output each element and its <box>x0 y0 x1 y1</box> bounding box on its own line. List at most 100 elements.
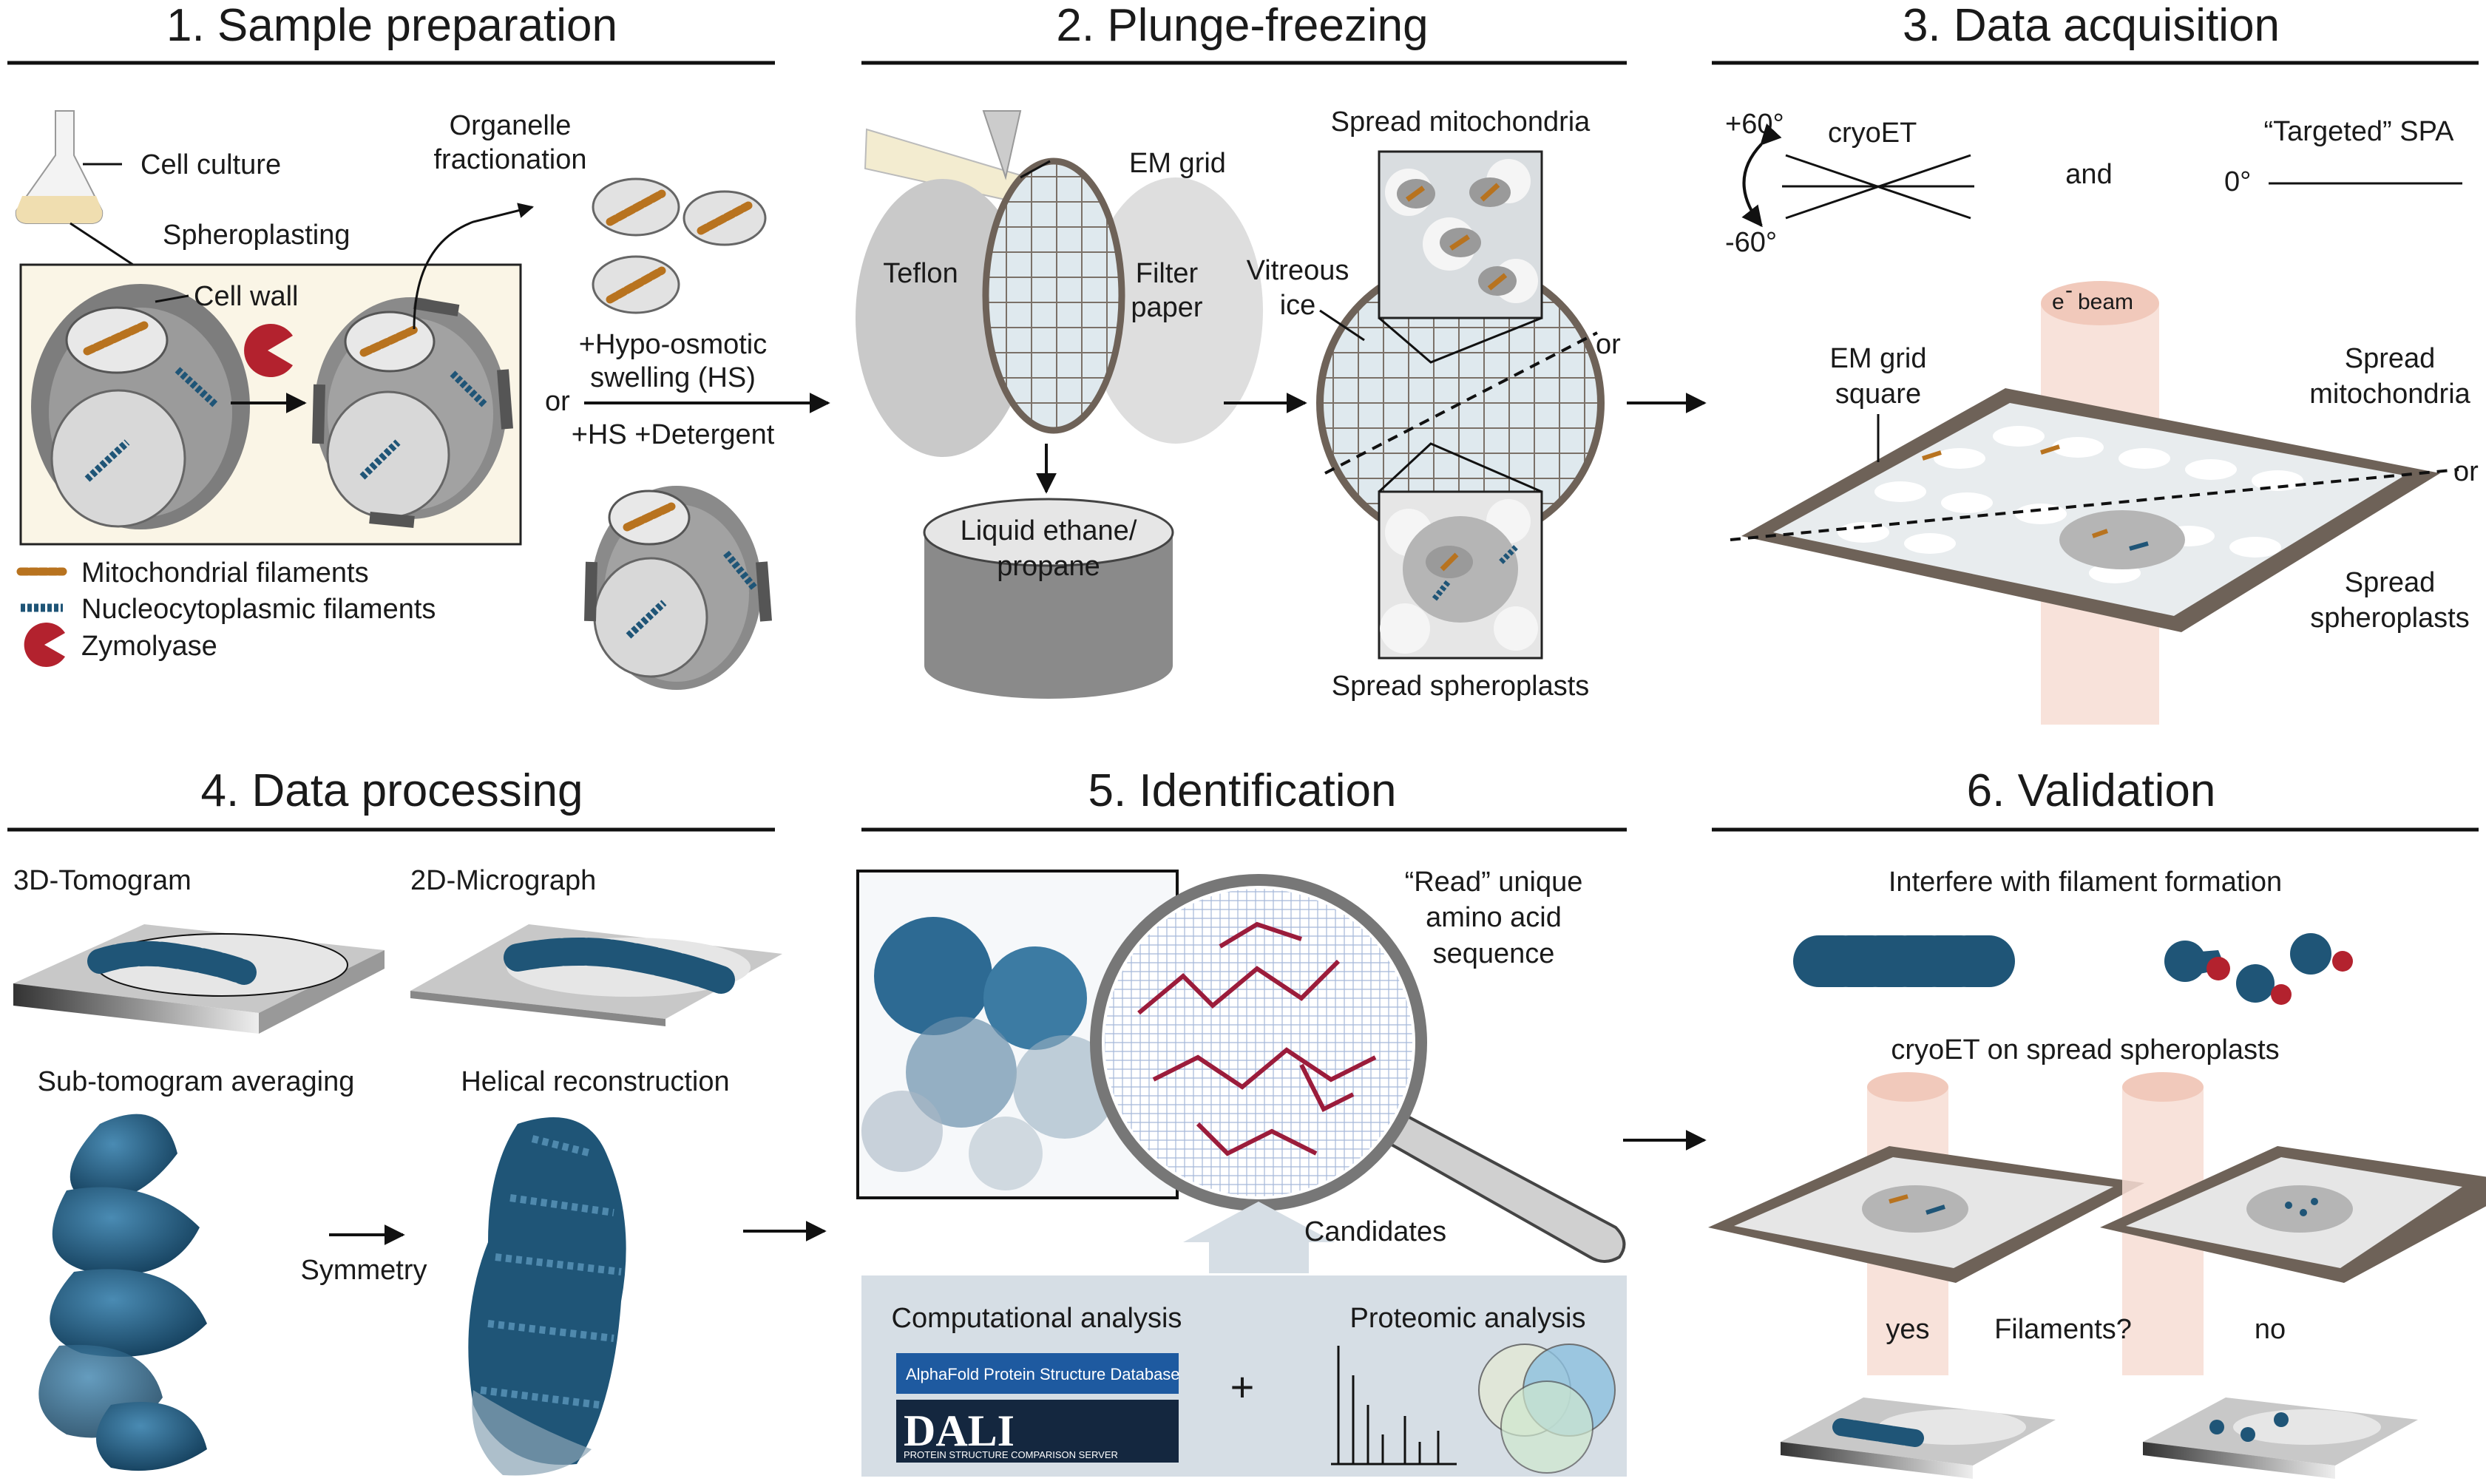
leader-line <box>155 294 189 303</box>
tomogram-with-filament <box>1781 1397 2056 1479</box>
micrograph-slab <box>410 924 782 1026</box>
leader-line <box>1020 160 1051 179</box>
spread-sphero-label: Spread <box>2345 567 2436 598</box>
legend: Mitochondrial filaments Nucleocytoplasmi… <box>16 558 436 668</box>
helical-reconstruction-map <box>468 1117 626 1476</box>
dali-text: DALI <box>904 1406 1015 1455</box>
panel-title: 5. Identification <box>1088 765 1396 816</box>
zoom-lines <box>1378 316 1542 364</box>
legend-zymolyase-icon <box>24 623 65 668</box>
spread-sphero-label: Spread spheroplasts <box>1332 671 1590 702</box>
tomogram-slab <box>13 924 385 1034</box>
micrograph-label: 2D-Micrograph <box>410 865 596 896</box>
legend-mito: Mitochondrial filaments <box>81 558 369 589</box>
candidates-arrow <box>1183 1202 1335 1273</box>
panel-data-acquisition: 3. Data acquisition +60° -60° cryoET and… <box>1627 0 2479 725</box>
teflon-label: Teflon <box>883 258 958 289</box>
divider-dashed <box>1324 331 1598 475</box>
yes-label: yes <box>1886 1314 1929 1345</box>
divider-dashed <box>1730 468 2459 541</box>
spread-sphero-label-2: spheroplasts <box>2310 603 2469 634</box>
spread-mito-label: Spread mitochondria <box>1331 106 1591 138</box>
panel-title: 2. Plunge-freezing <box>1056 0 1428 51</box>
helical-label: Helical reconstruction <box>461 1066 729 1097</box>
venn-diagram-icon <box>1478 1344 1616 1474</box>
legend-zymolyase: Zymolyase <box>81 631 217 662</box>
tomogram-label: 3D-Tomogram <box>13 865 192 896</box>
and-label: and <box>2065 159 2112 190</box>
panel-title: 3. Data acquisition <box>1903 0 2280 51</box>
or-label: or <box>1596 329 1621 360</box>
filter-label: Filter <box>1136 258 1199 289</box>
density-map <box>861 917 1117 1190</box>
ice-label: ice <box>1280 290 1316 321</box>
spheroplast <box>312 297 513 528</box>
yeast-cell <box>31 284 250 529</box>
panel-data-processing: 4. Data processing 3D-Tomogram 2D-Microg… <box>7 765 827 1476</box>
leader-line <box>70 222 134 266</box>
teflon-pad <box>856 179 1030 457</box>
zoom-spread-mitochondria <box>1378 150 1543 319</box>
hypo-osmotic-label: +Hypo-osmotic <box>579 329 767 360</box>
amino-acid-label: amino acid <box>1426 902 1562 933</box>
alphafold-text: AlphaFold Protein Structure Database <box>906 1365 1180 1383</box>
tomogram-without-filament <box>2143 1397 2418 1479</box>
spread-mito-label-2: mitochondria <box>2309 379 2470 410</box>
tilt-arrow <box>1741 123 1782 228</box>
candidates-label: Candidates <box>1304 1216 1446 1247</box>
interfere-label: Interfere with filament formation <box>1889 867 2282 898</box>
ethane-label: Liquid ethane/ <box>961 515 1137 546</box>
plus-sign: + <box>1230 1363 1255 1410</box>
grid-square-with-filaments <box>1708 1072 2144 1375</box>
fractionation-label: fractionation <box>433 144 586 175</box>
computational-label: Computational analysis <box>892 1303 1182 1334</box>
organelle-label: Organelle <box>450 110 572 141</box>
em-grid <box>982 157 1125 434</box>
cell-culture-label: Cell culture <box>140 149 281 180</box>
filaments-question-label: Filaments? <box>1994 1314 2132 1345</box>
em-grid-square <box>1741 388 2440 632</box>
paper-label: paper <box>1131 292 1203 323</box>
minus60-label: -60° <box>1725 227 1777 258</box>
swelling-label: swelling (HS) <box>590 362 756 393</box>
fractionation-arrow <box>413 203 535 330</box>
panel-title: 1. Sample preparation <box>166 0 617 51</box>
cryoet-label: cryoET <box>1828 118 1917 149</box>
isolated-mitochondria <box>592 177 767 314</box>
dali-subtext: PROTEIN STRUCTURE COMPARISON SERVER <box>904 1449 1118 1460</box>
tweezer-tip-icon <box>982 110 1022 180</box>
proteomic-label: Proteomic analysis <box>1350 1303 1586 1334</box>
filament-disrupted-icon <box>2164 933 2353 1005</box>
targeted-spa-label: “Targeted” SPA <box>2264 116 2455 147</box>
no-label: no <box>2255 1314 2286 1345</box>
or-label: or <box>2453 456 2479 487</box>
beam-top <box>2041 281 2159 325</box>
vitreous-label: Vitreous <box>1247 255 1349 286</box>
symmetry-label: Symmetry <box>301 1255 427 1286</box>
spheroplasting-label: Spheroplasting <box>163 220 350 251</box>
zoom-lines <box>1378 442 1542 493</box>
propane-label: propane <box>997 551 1100 582</box>
subtomo-label: Sub-tomogram averaging <box>38 1066 355 1097</box>
panel-validation: 6. Validation Interfere with filament fo… <box>1623 765 2486 1479</box>
e-superscript: - <box>2065 278 2073 302</box>
plus60-label: +60° <box>1725 109 1784 140</box>
flask-icon <box>15 110 104 224</box>
grid-square-label: EM grid <box>1830 343 1927 374</box>
em-grid-label: EM grid <box>1129 148 1226 179</box>
read-unique-label: “Read” unique <box>1405 867 1583 898</box>
cell-wall-label: Cell wall <box>194 281 298 312</box>
mass-spec-spectrum-icon <box>1331 1346 1457 1466</box>
swollen-spheroplast <box>584 486 772 690</box>
zoom-spread-spheroplasts <box>1378 490 1543 660</box>
subtomogram-average-map <box>38 1114 207 1471</box>
magnifier-icon <box>1090 874 1626 1263</box>
leader-line <box>1319 309 1365 342</box>
spread-mito-label: Spread <box>2345 343 2436 374</box>
panel-title: 4. Data processing <box>201 765 583 816</box>
panel-sample-preparation: 1. Sample preparation Cell culture Spher… <box>7 0 830 690</box>
e-symbol: e <box>2052 290 2065 314</box>
hs-detergent-label: +HS +Detergent <box>572 419 775 450</box>
zero-label: 0° <box>2224 166 2251 197</box>
